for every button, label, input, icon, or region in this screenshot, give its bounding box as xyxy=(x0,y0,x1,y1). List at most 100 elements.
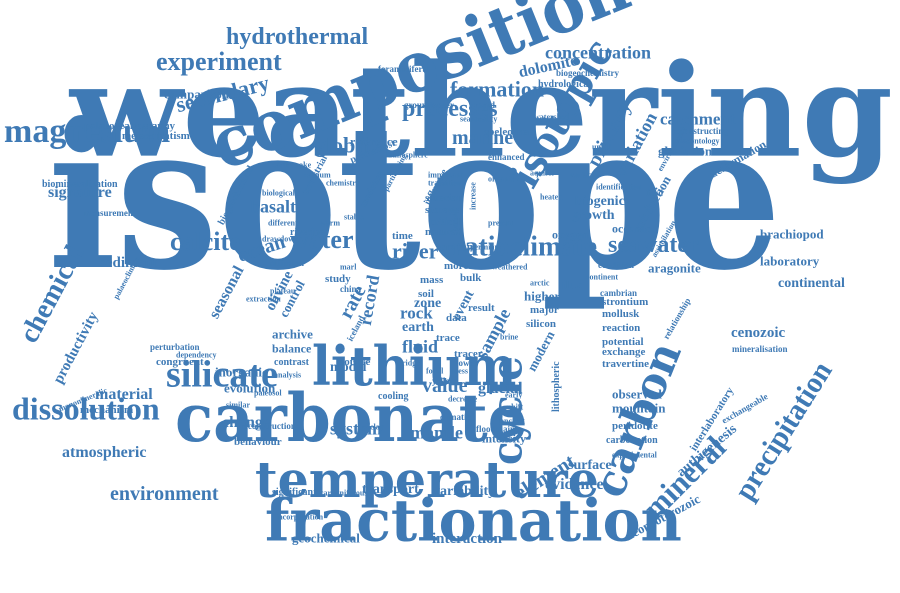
word-comparison: comparison xyxy=(164,88,229,101)
word-decrease: decrease xyxy=(448,396,477,404)
word-atmospheric: atmospheric xyxy=(62,445,146,461)
word-carboniferous: carboniferous xyxy=(320,490,367,498)
word-ancient: ancient xyxy=(500,418,525,426)
word-cenozoic: cenozoic xyxy=(731,326,785,341)
word-experimental: experimental xyxy=(612,452,657,460)
word-mantle: mantle xyxy=(410,424,463,442)
word-fluid: fluid xyxy=(402,338,438,356)
word-behaviour: behaviour xyxy=(234,437,282,448)
word-period: period xyxy=(452,210,460,232)
word-laboratory: laboratory xyxy=(760,255,819,268)
word-chemistry: chemistry xyxy=(326,180,360,188)
word-intensity: intensity xyxy=(482,432,526,444)
word-shift: shift xyxy=(508,404,523,412)
word-geochemical: geochemical xyxy=(292,532,360,545)
word-siberian: siberian xyxy=(425,193,463,204)
word-mass: mass xyxy=(420,275,443,286)
word-cambrian: cambrian xyxy=(600,289,637,298)
word-organic: organic xyxy=(488,176,514,184)
word-transport: transport xyxy=(362,483,419,497)
word-calcium: calcium xyxy=(304,172,331,180)
word-biological: biological xyxy=(262,190,295,198)
word-reaction: reaction xyxy=(602,323,640,334)
word-biomineralization: biomineralization xyxy=(42,180,118,190)
word-earthquake: earthquake xyxy=(272,162,311,170)
word-loess: loess xyxy=(452,368,468,376)
word-calcite: calcite xyxy=(170,229,241,255)
word-fossil: fossil xyxy=(426,368,443,376)
word-zone: zone xyxy=(414,297,441,311)
word-diffusion: diffusion xyxy=(270,259,304,268)
word-flux: flux xyxy=(562,278,582,290)
word-floodplain: floodplain xyxy=(476,425,515,434)
word-evidence: evidence xyxy=(545,477,604,493)
word-enhanced: enhanced xyxy=(488,153,525,162)
word-source: source xyxy=(340,357,370,368)
word-significant: significant xyxy=(272,488,316,498)
word-biogeochemistry: biogeochemistry xyxy=(556,69,619,78)
word-climatic: climatic xyxy=(440,413,471,422)
word-mechanism: mechanism xyxy=(80,405,133,416)
word-uplift: uplift xyxy=(592,144,611,152)
word-hydrothermal: hydrothermal xyxy=(226,25,368,49)
word-data: data xyxy=(446,313,467,324)
word-fiord: fiord xyxy=(646,190,663,198)
word-ridge: ridge xyxy=(402,360,420,368)
word-china: china xyxy=(340,285,361,294)
word-clay: clay xyxy=(370,424,384,432)
word-river: river xyxy=(392,240,438,262)
word-growth: growth xyxy=(572,209,615,223)
word-drawdown: drawdown xyxy=(262,236,298,244)
word-seasonality: seasonality xyxy=(460,116,497,124)
word-mineralisation: mineralisation xyxy=(732,345,788,354)
word-exchange: exchange xyxy=(602,347,645,358)
word-more: more xyxy=(444,261,468,272)
word-weathered: weathered xyxy=(492,264,527,272)
word-interaction: interaction xyxy=(432,532,502,547)
word-mountain: mountain xyxy=(612,402,665,415)
word-groundwater: groundwater xyxy=(404,101,454,110)
word-condition: condition xyxy=(598,261,634,270)
word-precipitation: precipitation xyxy=(730,357,838,505)
word-variability: variability xyxy=(433,485,495,499)
word-stable: stable xyxy=(344,214,364,222)
word-paleosol: paleosol xyxy=(254,390,282,398)
word-continental: continental xyxy=(778,277,845,291)
word-balance: balance xyxy=(272,342,311,354)
word-result: result xyxy=(468,303,495,314)
word-surface: surface xyxy=(568,459,612,473)
word-transition: transition xyxy=(428,180,461,188)
word-permian: permian xyxy=(470,244,499,252)
word-present: present xyxy=(488,220,513,228)
word-increase: increase xyxy=(470,182,478,210)
word-observed: observed xyxy=(612,388,662,401)
word-early: early xyxy=(505,392,522,400)
word-extraction: extraction xyxy=(246,296,281,304)
word-productivity: productivity xyxy=(51,310,101,387)
word-contrast: contrast xyxy=(274,358,309,368)
word-trace: trace xyxy=(436,333,460,344)
word-aragonite: aragonite xyxy=(648,262,701,275)
word-strontium: strontium xyxy=(602,297,648,308)
word-warm: warm xyxy=(320,220,340,228)
word-heated: heated xyxy=(540,194,563,202)
word-marl: marl xyxy=(340,264,356,272)
word-aquifer: aquifer xyxy=(530,170,555,178)
word-oxygen: oxygen xyxy=(552,228,588,240)
word-variable: variable xyxy=(570,172,598,180)
word-metasomatism: metasomatism xyxy=(122,131,190,142)
word-basalt: basalt xyxy=(250,198,296,216)
word-carbonation: carbonation xyxy=(606,436,658,446)
word-arctic: arctic xyxy=(530,280,549,288)
word-congruent: congruent xyxy=(156,357,204,368)
word-measurement: measurement xyxy=(84,209,136,218)
word-inorganic: inorganic xyxy=(215,366,268,379)
word-hydrological: hydrological xyxy=(538,80,591,90)
word-earth: earth xyxy=(402,321,434,335)
word-brachiopod: brachiopod xyxy=(760,228,824,241)
word-watershed: watershed xyxy=(534,114,569,122)
word-yellow: yellow xyxy=(432,377,457,386)
word-silicon: silicon xyxy=(526,319,556,330)
word-travertine: travertine xyxy=(602,359,649,370)
